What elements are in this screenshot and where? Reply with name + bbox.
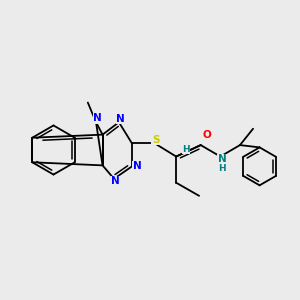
Text: N: N (218, 154, 226, 164)
Text: O: O (202, 130, 211, 140)
Text: H: H (182, 145, 190, 154)
Text: N: N (116, 114, 125, 124)
Text: S: S (152, 134, 159, 145)
Text: N: N (93, 113, 102, 123)
Text: N: N (111, 176, 120, 186)
Text: H: H (218, 164, 226, 173)
Text: N: N (133, 161, 141, 171)
